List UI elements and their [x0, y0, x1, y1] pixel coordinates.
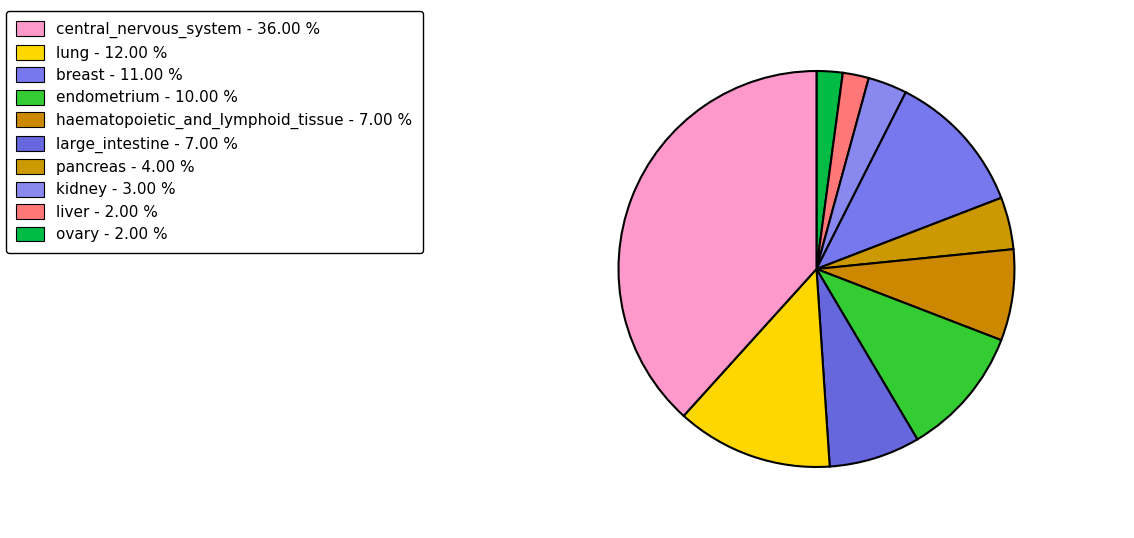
- Wedge shape: [816, 73, 869, 269]
- Wedge shape: [816, 269, 1001, 440]
- Wedge shape: [816, 249, 1015, 340]
- Wedge shape: [816, 93, 1001, 269]
- Wedge shape: [816, 78, 906, 269]
- Legend: central_nervous_system - 36.00 %, lung - 12.00 %, breast - 11.00 %, endometrium : central_nervous_system - 36.00 %, lung -…: [6, 11, 423, 253]
- Wedge shape: [618, 71, 816, 416]
- Wedge shape: [816, 269, 917, 466]
- Wedge shape: [816, 198, 1014, 269]
- Wedge shape: [816, 71, 843, 269]
- Wedge shape: [684, 269, 830, 467]
